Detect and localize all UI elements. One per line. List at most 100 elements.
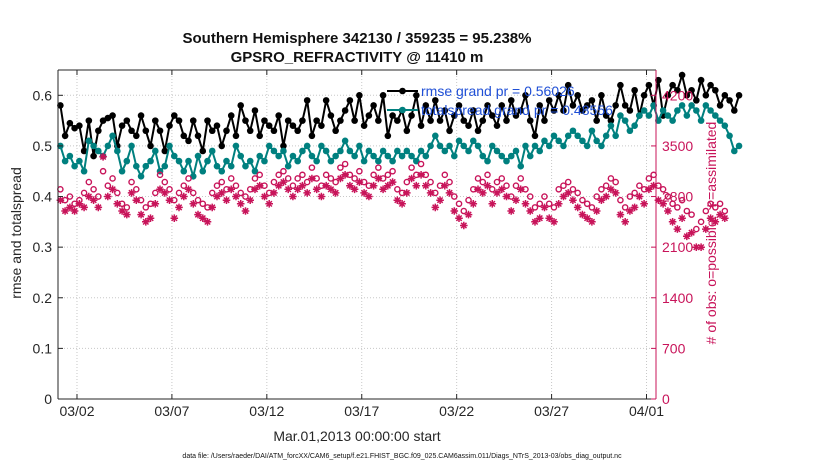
point-rmse [142, 127, 150, 135]
point-obs-assimilated [721, 214, 729, 222]
point-spread [261, 157, 268, 165]
point-obs-assimilated [417, 171, 425, 179]
point-obs-possible [669, 200, 676, 208]
point-obs-assimilated [346, 181, 354, 190]
point-obs-possible [232, 182, 240, 189]
point-obs-assimilated [426, 189, 435, 197]
point-rmse [498, 102, 506, 109]
point-obs-possible [123, 204, 131, 211]
point-obs-assimilated [108, 185, 117, 194]
point-rmse [574, 92, 581, 99]
point-obs-possible [299, 171, 306, 179]
y2-tick-label: 0 [662, 391, 670, 407]
point-spread [104, 142, 112, 150]
point-obs-assimilated [165, 196, 174, 204]
point-rmse [484, 102, 491, 109]
point-obs-assimilated [716, 210, 724, 219]
point-obs-possible [441, 171, 449, 179]
point-rmse [80, 147, 88, 155]
point-obs-possible [294, 175, 301, 182]
point-obs-possible [598, 186, 605, 193]
point-rmse [612, 102, 619, 109]
point-obs-assimilated [308, 174, 316, 183]
point-obs-assimilated [184, 185, 193, 194]
point-spread [389, 157, 396, 165]
point-obs-assimilated [659, 200, 667, 208]
point-spread [697, 117, 705, 124]
point-obs-assimilated [327, 185, 335, 194]
point-rmse [151, 117, 159, 124]
point-obs-assimilated [398, 200, 406, 208]
point-spread [735, 142, 743, 150]
point-rmse [194, 132, 202, 140]
point-spread [417, 147, 425, 155]
point-spread [441, 147, 449, 155]
point-rmse [137, 112, 145, 119]
point-obs-assimilated [531, 218, 539, 226]
point-spread [512, 147, 520, 155]
point-rmse [313, 117, 320, 124]
point-rmse [199, 147, 207, 155]
point-obs-assimilated [123, 210, 131, 219]
point-obs-assimilated [564, 189, 572, 197]
point-spread [659, 107, 667, 114]
point-rmse [242, 117, 249, 124]
point-rmse [645, 81, 653, 89]
point-spread [180, 167, 188, 175]
point-obs-assimilated [474, 185, 482, 194]
point-rmse [507, 97, 515, 104]
point-spread [175, 157, 183, 165]
point-obs-assimilated [436, 196, 444, 204]
point-obs-possible [104, 182, 112, 189]
point-rmse [541, 117, 548, 124]
legend-label-spread: totalspread grand pr = 0.48556 [421, 102, 613, 118]
point-spread [678, 102, 686, 109]
point-spread [303, 142, 311, 150]
legend: rmse grand pr = 0.56026 totalspread grand… [387, 83, 613, 118]
point-obs-assimilated [104, 192, 112, 201]
point-spread [85, 137, 93, 145]
point-spread [313, 157, 320, 165]
point-obs-assimilated [113, 200, 122, 208]
point-obs-possible [114, 189, 121, 197]
point-obs-assimilated [616, 210, 625, 219]
point-rmse [365, 112, 373, 119]
point-spread [360, 157, 368, 165]
point-obs-possible [341, 160, 349, 168]
point-obs-assimilated [132, 196, 141, 204]
point-obs-possible [460, 207, 468, 215]
point-obs-possible [327, 175, 335, 182]
point-obs-assimilated [711, 218, 720, 226]
point-spread [484, 157, 491, 165]
point-obs-possible [716, 200, 724, 208]
point-spread [123, 157, 131, 165]
point-spread [460, 142, 468, 150]
point-obs-possible [375, 164, 382, 171]
point-obs-assimilated [227, 185, 235, 194]
point-rmse [303, 97, 311, 104]
point-obs-assimilated [142, 218, 150, 226]
point-obs-assimilated [246, 196, 254, 204]
point-rmse [731, 107, 738, 114]
point-spread [640, 107, 648, 114]
point-obs-assimilated [687, 228, 696, 237]
point-obs-assimilated [265, 200, 273, 208]
point-rmse [640, 92, 648, 99]
point-rmse [536, 102, 544, 109]
point-rmse [712, 86, 719, 94]
point-spread [251, 167, 259, 175]
point-obs-assimilated [336, 174, 345, 183]
point-obs-assimilated [445, 189, 454, 197]
point-spread [474, 142, 482, 150]
series-layer [56, 71, 743, 251]
point-obs-assimilated [422, 181, 430, 190]
point-obs-possible [531, 204, 539, 211]
point-spread [607, 122, 615, 129]
point-spread [80, 167, 88, 175]
point-spread [237, 152, 245, 160]
point-spread [721, 122, 729, 129]
point-obs-possible [66, 193, 74, 200]
x-tick-label: 04/01 [629, 403, 664, 419]
point-obs-possible [166, 186, 173, 193]
point-obs-assimilated [583, 214, 591, 222]
